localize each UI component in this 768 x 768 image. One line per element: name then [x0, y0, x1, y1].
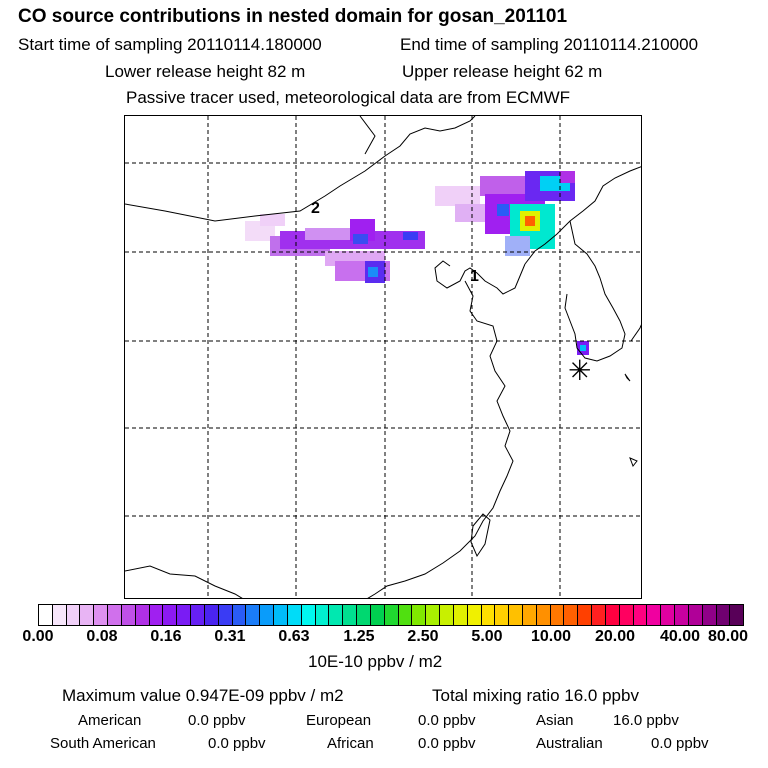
colorbar-swatch [550, 605, 565, 625]
max-value: Maximum value 0.947E-09 ppbv / m2 [62, 686, 344, 705]
colorbar [38, 604, 744, 626]
colorbar-tick: 0.08 [86, 628, 118, 645]
region-value-african: 0.0 ppbv [418, 735, 476, 752]
colorbar-swatch [536, 605, 551, 625]
colorbar-tick: 0.31 [214, 628, 246, 645]
colorbar-swatch [412, 605, 427, 625]
chart-title: CO source contributions in nested domain… [18, 6, 568, 27]
colorbar-swatch [343, 605, 358, 625]
colorbar-swatch [357, 605, 371, 625]
colorbar-swatch [191, 605, 205, 625]
region-value-south-american: 0.0 ppbv [208, 735, 266, 752]
tracer-note: Passive tracer used, meteorological data… [126, 88, 571, 107]
coastlines [125, 116, 641, 598]
map-panel: 2 1 ✳ [124, 115, 642, 599]
colorbar-tick: 40.00 [659, 628, 701, 645]
colorbar-swatch [108, 605, 122, 625]
total-mixing-ratio: Total mixing ratio 16.0 ppbv [432, 686, 639, 705]
colorbar-swatch [384, 605, 399, 625]
region-value-asian: 16.0 ppbv [613, 712, 679, 729]
colorbar-swatch [398, 605, 413, 625]
colorbar-tick: 80.00 [707, 628, 749, 645]
colorbar-swatch [440, 605, 454, 625]
colorbar-swatch [232, 605, 247, 625]
end-time: End time of sampling 20110114.210000 [400, 35, 699, 54]
colorbar-tick: 5.00 [471, 628, 503, 645]
colorbar-tick: 2.50 [407, 628, 439, 645]
colorbar-swatch [605, 605, 620, 625]
colorbar-swatch [94, 605, 109, 625]
region-value-american: 0.0 ppbv [188, 712, 246, 729]
colorbar-swatch [675, 605, 689, 625]
region-name-asian: Asian [536, 712, 574, 729]
colorbar-swatch [647, 605, 662, 625]
start-time: Start time of sampling 20110114.180000 [18, 35, 322, 54]
region-name-european: European [306, 712, 372, 729]
colorbar-tick: 20.00 [594, 628, 636, 645]
colorbar-swatch [177, 605, 192, 625]
colorbar-swatch [522, 605, 537, 625]
colorbar-tick: 0.16 [150, 628, 182, 645]
colorbar-swatch [481, 605, 496, 625]
region-1-label: 1 [470, 268, 479, 285]
lower-release-height: Lower release height 82 m [105, 62, 306, 81]
colorbar-swatch [52, 605, 67, 625]
colorbar-swatch [688, 605, 703, 625]
colorbar-swatch [564, 605, 579, 625]
colorbar-swatch [274, 605, 288, 625]
colorbar-swatch [315, 605, 330, 625]
region-value-european: 0.0 ppbv [418, 712, 476, 729]
colorbar-swatch [661, 605, 676, 625]
colorbar-swatch [329, 605, 344, 625]
colorbar-tick: 0.63 [278, 628, 310, 645]
region-value-australian: 0.0 ppbv [651, 735, 709, 752]
plume-west [245, 214, 425, 283]
region-name-african: African [327, 735, 374, 752]
colorbar-swatch [702, 605, 717, 625]
colorbar-swatch [301, 605, 316, 625]
colorbar-swatch [121, 605, 136, 625]
colorbar-swatch [509, 605, 523, 625]
colorbar-swatch [578, 605, 593, 625]
graticule [125, 116, 641, 598]
region-name-south-american: South American [50, 735, 156, 752]
colorbar-tick: 1.25 [343, 628, 375, 645]
colorbar-swatch [619, 605, 634, 625]
colorbar-swatch [453, 605, 468, 625]
colorbar-swatch [66, 605, 81, 625]
colorbar-swatch [495, 605, 510, 625]
colorbar-swatch [135, 605, 150, 625]
plume-northeast [435, 171, 589, 355]
region-2-label: 2 [311, 200, 320, 217]
receptor-marker-icon: ✳ [568, 354, 591, 387]
upper-release-height: Upper release height 62 m [402, 62, 603, 81]
colorbar-swatch [730, 605, 744, 625]
colorbar-swatch [370, 605, 385, 625]
colorbar-swatch [592, 605, 606, 625]
colorbar-swatch [287, 605, 302, 625]
colorbar-swatch [467, 605, 482, 625]
colorbar-swatch [716, 605, 731, 625]
region-name-american: American [78, 712, 142, 729]
colorbar-swatch [633, 605, 648, 625]
colorbar-swatch [426, 605, 441, 625]
colorbar-units: 10E-10 ppbv / m2 [308, 652, 443, 671]
colorbar-swatch [204, 605, 219, 625]
region-name-australian: Australian [536, 735, 603, 752]
colorbar-swatch [39, 605, 53, 625]
colorbar-swatch [260, 605, 275, 625]
colorbar-swatch [246, 605, 261, 625]
colorbar-swatch [218, 605, 233, 625]
colorbar-tick: 0.00 [22, 628, 54, 645]
colorbar-tick: 10.00 [530, 628, 572, 645]
colorbar-swatch [163, 605, 178, 625]
colorbar-swatch [149, 605, 164, 625]
colorbar-swatch [80, 605, 95, 625]
